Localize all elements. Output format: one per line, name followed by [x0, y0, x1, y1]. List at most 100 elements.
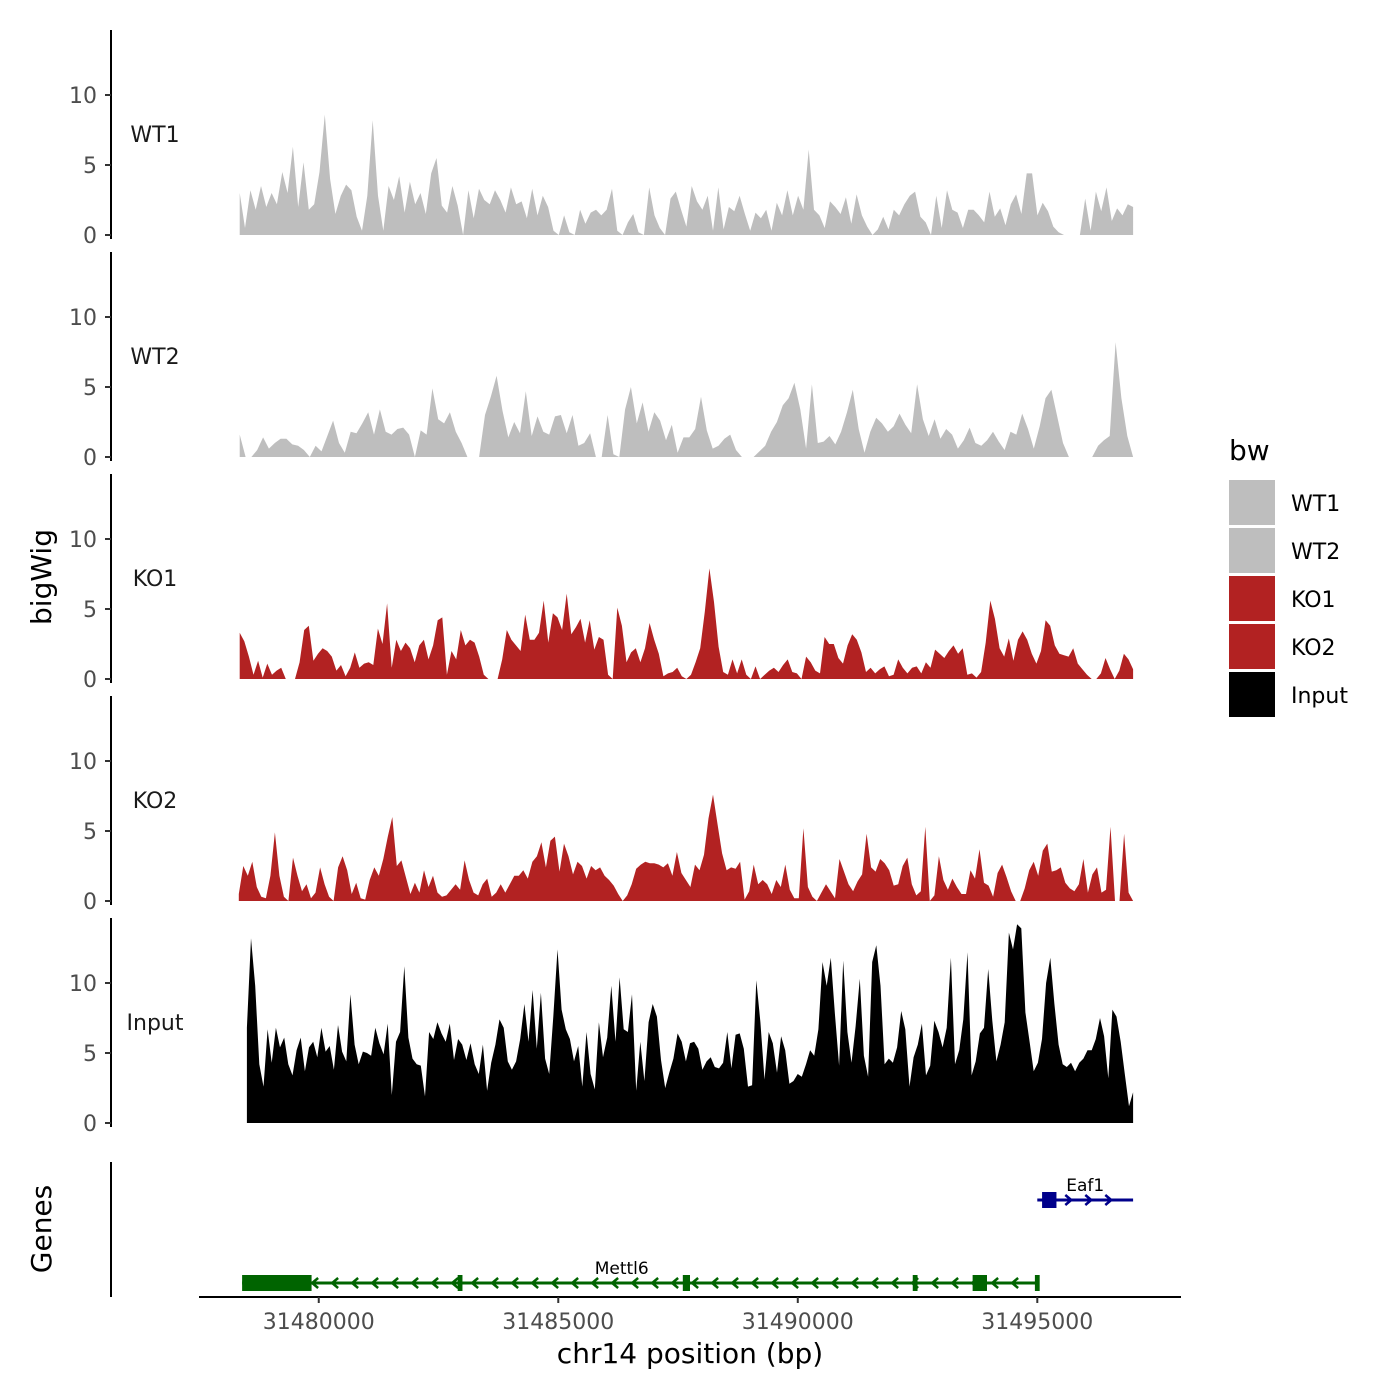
- legend-items: WT1 WT2 KO1 KO2 Input: [1229, 480, 1348, 717]
- y-axis-label: bigWig: [25, 529, 58, 625]
- track-label-ko2: KO2: [133, 789, 178, 814]
- gene-strand-arrow-mettl6: [450, 1277, 459, 1289]
- legend-label-wt2: WT2: [1291, 540, 1340, 565]
- gene-exon-mettl6-5: [972, 1275, 987, 1291]
- gene-strand-arrow-mettl6: [670, 1277, 679, 1289]
- gene-strand-arrow-mettl6: [770, 1277, 779, 1289]
- x-tick-label-31480000: 31480000: [263, 1310, 375, 1335]
- gene-strand-arrow-mettl6: [390, 1277, 399, 1289]
- legend-label-ko1: KO1: [1291, 588, 1336, 613]
- gene-strand-arrow-mettl6: [330, 1277, 339, 1289]
- track-label-wt2: WT2: [130, 345, 179, 370]
- y-tick-label-wt2-5: 5: [83, 376, 97, 401]
- gene-strand-arrow-mettl6: [550, 1277, 559, 1289]
- gene-strand-arrow-mettl6: [410, 1277, 419, 1289]
- gene-mettl6: Mettl6: [242, 1259, 1040, 1291]
- legend-swatch-ko1: [1229, 576, 1275, 621]
- gene-strand-arrow-mettl6: [710, 1277, 719, 1289]
- signal-area-ko1: [239, 568, 1134, 679]
- gene-models: Mettl6 Eaf1: [242, 1176, 1134, 1291]
- gene-exon-mettl6-6: [1034, 1275, 1040, 1291]
- track-panel-input: 0 5 10 Input: [69, 918, 1134, 1137]
- gene-strand-arrow-mettl6: [810, 1277, 819, 1289]
- gene-strand-arrow-mettl6: [350, 1277, 359, 1289]
- gene-strand-arrow-mettl6: [790, 1277, 799, 1289]
- gene-exon-mettl6-2: [457, 1275, 463, 1291]
- gene-strand-arrow-mettl6: [870, 1277, 879, 1289]
- x-tick-label-31490000: 31490000: [742, 1310, 854, 1335]
- track-label-ko1: KO1: [133, 567, 178, 592]
- gene-strand-arrow-mettl6: [470, 1277, 479, 1289]
- y-tick-label-input-10: 10: [69, 972, 97, 997]
- gene-strand-arrow-mettl6: [650, 1277, 659, 1289]
- legend-label-ko2: KO2: [1291, 636, 1336, 661]
- signal-area-input: [246, 924, 1134, 1123]
- legend-swatch-wt2: [1229, 528, 1275, 573]
- legend-swatch-input: [1229, 672, 1275, 717]
- gene-exon-mettl6-1: [242, 1275, 312, 1291]
- gene-strand-arrow-mettl6: [850, 1277, 859, 1289]
- gene-panel: Mettl6 Eaf1: [110, 1162, 1134, 1297]
- gene-strand-arrow-mettl6: [690, 1277, 699, 1289]
- gene-strand-arrow-mettl6: [430, 1277, 439, 1289]
- track-panels: 0 5 10 WT1 0 5 10 WT2 0 5 10 KO1 0 5 10 KO2 0 5 10 Input: [69, 30, 1134, 1137]
- y-tick-label-input-5: 5: [83, 1042, 97, 1067]
- gene-strand-arrow-mettl6: [530, 1277, 539, 1289]
- gene-strand-arrow-mettl6: [510, 1277, 519, 1289]
- gene-panel-label: Genes: [25, 1185, 58, 1273]
- y-tick-label-ko2-0: 0: [83, 890, 97, 915]
- x-tick-label-31495000: 31495000: [981, 1310, 1093, 1335]
- gene-exon-mettl6-3: [682, 1275, 690, 1291]
- x-axis: 31480000 31485000 31490000 31495000: [199, 1296, 1181, 1335]
- gene-strand-arrow-mettl6: [1010, 1277, 1019, 1289]
- track-label-wt1: WT1: [130, 123, 179, 148]
- signal-area-wt2: [239, 342, 1134, 457]
- gene-strand-arrow-mettl6: [570, 1277, 579, 1289]
- gene-strand-arrow-mettl6: [370, 1277, 379, 1289]
- gene-strand-arrow-mettl6: [310, 1277, 319, 1289]
- track-panel-ko2: 0 5 10 KO2: [69, 696, 1134, 915]
- legend-swatch-wt1: [1229, 480, 1275, 525]
- gene-strand-arrow-mettl6: [610, 1277, 619, 1289]
- legend: bw WT1 WT2 KO1 KO2 Input: [1229, 434, 1348, 717]
- y-tick-label-ko2-5: 5: [83, 820, 97, 845]
- x-axis-label: chr14 position (bp): [557, 1337, 823, 1370]
- gene-exon-eaf1-1: [1042, 1192, 1057, 1208]
- gene-strand-arrow-mettl6: [950, 1277, 959, 1289]
- track-label-input: Input: [127, 1011, 184, 1036]
- track-panel-ko1: 0 5 10 KO1: [69, 474, 1134, 693]
- signal-area-ko2: [238, 794, 1134, 901]
- gene-strand-arrow-mettl6: [890, 1277, 899, 1289]
- y-tick-label-ko1-10: 10: [69, 528, 97, 553]
- gene-strand-arrow-eaf1: [1084, 1194, 1094, 1206]
- x-axis-ticks: 31480000 31485000 31490000 31495000: [263, 1297, 1093, 1335]
- signal-area-wt1: [239, 114, 1134, 235]
- y-tick-label-wt2-10: 10: [69, 306, 97, 331]
- gene-strand-arrow-mettl6: [630, 1277, 639, 1289]
- y-tick-label-ko1-0: 0: [83, 668, 97, 693]
- track-panel-wt1: 0 5 10 WT1: [69, 30, 1134, 249]
- gene-label-mettl6: Mettl6: [595, 1259, 649, 1279]
- gene-strand-arrow-mettl6: [490, 1277, 499, 1289]
- legend-swatch-ko2: [1229, 624, 1275, 669]
- gene-strand-arrow-mettl6: [830, 1277, 839, 1289]
- x-tick-label-31485000: 31485000: [502, 1310, 614, 1335]
- y-tick-label-wt1-5: 5: [83, 154, 97, 179]
- y-tick-label-wt2-0: 0: [83, 446, 97, 471]
- gene-strand-arrow-mettl6: [990, 1277, 999, 1289]
- gene-eaf1: Eaf1: [1037, 1176, 1134, 1208]
- legend-title: bw: [1229, 434, 1270, 467]
- gene-exon-mettl6-4: [912, 1275, 918, 1291]
- gene-strand-arrow-mettl6: [590, 1277, 599, 1289]
- gene-strand-arrow-mettl6: [750, 1277, 759, 1289]
- y-tick-label-ko2-10: 10: [69, 750, 97, 775]
- gene-strand-arrow-eaf1: [1104, 1194, 1114, 1206]
- gene-strand-arrow-mettl6: [930, 1277, 939, 1289]
- y-tick-label-input-0: 0: [83, 1112, 97, 1137]
- legend-label-wt1: WT1: [1291, 492, 1340, 517]
- legend-label-input: Input: [1291, 684, 1348, 709]
- gene-strand-arrow-mettl6: [730, 1277, 739, 1289]
- gene-label-eaf1: Eaf1: [1066, 1176, 1104, 1196]
- y-tick-label-ko1-5: 5: [83, 598, 97, 623]
